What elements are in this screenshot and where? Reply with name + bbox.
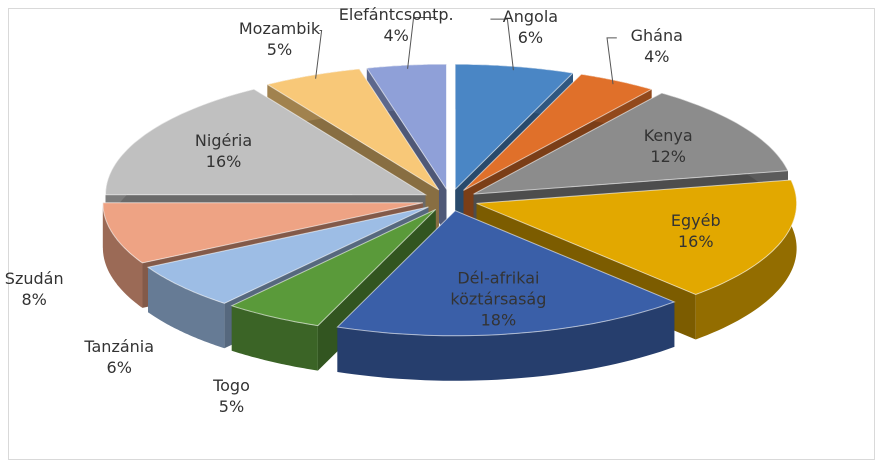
slice [454, 63, 575, 191]
slice-wall [231, 305, 318, 371]
data-label: Nigéria 16% [164, 130, 284, 172]
category-label: Togo [213, 376, 250, 396]
data-label: Tanzánia 6% [44, 336, 194, 378]
slice [266, 68, 440, 191]
data-label: Szudán 8% [0, 268, 109, 310]
category-label: Nigéria [194, 131, 253, 151]
category-label: Tanzánia [84, 337, 155, 357]
leader-line [407, 16, 437, 69]
slice [476, 179, 798, 296]
data-label: Ghána 4% [582, 25, 732, 67]
value-label: 6% [106, 358, 132, 378]
leader-line [606, 37, 617, 85]
category-label: Kenya [643, 125, 693, 145]
value-label: 5% [266, 39, 293, 59]
slice-wall [102, 202, 143, 308]
value-label: 8% [21, 289, 47, 309]
value-label: 18% [480, 310, 517, 330]
category-label: Egyéb [670, 211, 721, 231]
slice [463, 73, 653, 191]
data-label: Elefántcsontp. 4% [321, 4, 471, 46]
category-label: Elefántcsontp. [338, 5, 454, 25]
category-label: Ghána [630, 25, 683, 45]
value-label: 6% [517, 28, 544, 48]
category-label: Angola [502, 7, 559, 27]
leader-line [315, 30, 323, 79]
data-label: Angola 6% [455, 6, 605, 48]
value-label: 4% [644, 46, 670, 66]
value-label: 16% [205, 152, 242, 172]
data-label: Togo 5% [156, 375, 306, 417]
value-label: 4% [383, 26, 409, 46]
value-label: 12% [650, 146, 686, 166]
data-label: Egyéb 16% [636, 210, 756, 252]
category-label: Mozambik [238, 18, 321, 38]
value-label: 16% [677, 232, 714, 252]
category-label: Dél-afrikai köztársaság [450, 268, 547, 309]
value-label: 5% [218, 397, 245, 417]
slice-wall [148, 267, 225, 349]
slice [102, 202, 424, 264]
slice [336, 210, 676, 337]
slice-wall [337, 301, 675, 381]
data-label: Mozambik 5% [205, 18, 355, 60]
data-label: Dél-afrikai köztársaság 18% [438, 268, 558, 331]
slice [104, 88, 428, 196]
category-label: Szudán [4, 268, 64, 288]
slice [230, 208, 437, 327]
data-label: Kenya 12% [608, 125, 728, 167]
leader-line [490, 18, 514, 71]
slice [473, 92, 789, 195]
slice-wall [695, 180, 797, 340]
slice [146, 206, 429, 304]
slice [366, 63, 447, 191]
